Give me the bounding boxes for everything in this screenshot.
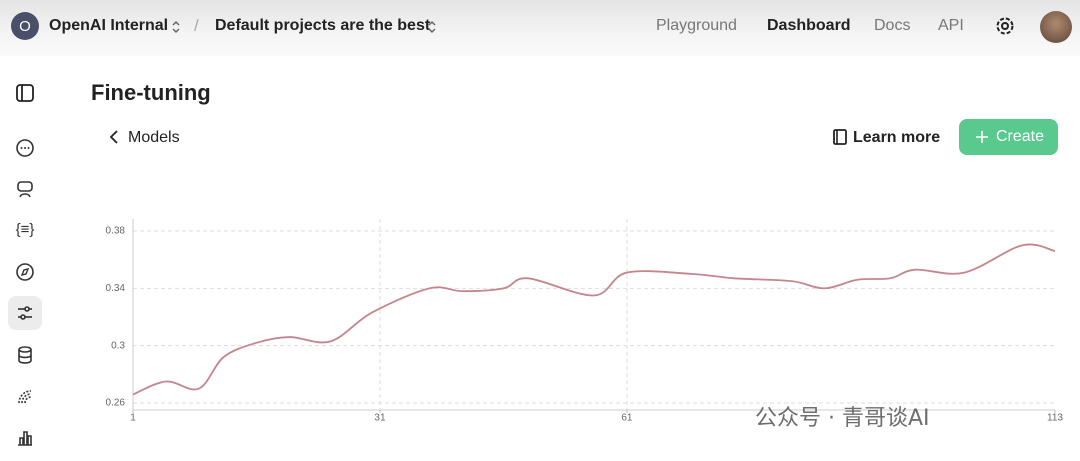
back-link[interactable]: Models bbox=[128, 129, 180, 146]
y-tick-label: 0.34 bbox=[106, 283, 126, 294]
y-tick-label: 0.26 bbox=[106, 398, 126, 409]
create-button[interactable] bbox=[959, 119, 1058, 155]
learn-more-button[interactable]: Learn more bbox=[853, 129, 941, 146]
functions-icon[interactable]: {≡} bbox=[8, 213, 42, 247]
audio-icon[interactable] bbox=[8, 380, 42, 414]
book-icon bbox=[833, 129, 847, 145]
y-tick-label: 0.38 bbox=[106, 226, 126, 237]
create-label[interactable]: Create bbox=[996, 128, 1045, 145]
x-tick-label: 61 bbox=[621, 413, 633, 424]
explore-icon[interactable] bbox=[8, 255, 42, 289]
user-avatar[interactable] bbox=[1040, 11, 1072, 43]
svg-text:{≡}: {≡} bbox=[16, 221, 35, 238]
nav-link[interactable]: Docs bbox=[874, 17, 911, 34]
back-icon[interactable] bbox=[108, 129, 120, 145]
chevron-icon bbox=[172, 20, 180, 34]
org-name[interactable]: OpenAI Internal bbox=[49, 17, 169, 34]
org-avatar[interactable]: O bbox=[11, 12, 39, 40]
plus-icon bbox=[976, 131, 988, 143]
x-tick-label: 1 bbox=[130, 413, 136, 424]
nav-link[interactable]: Playground bbox=[656, 17, 737, 34]
project-name[interactable]: Default projects are the best bbox=[215, 17, 431, 34]
sidebar-toggle[interactable] bbox=[15, 83, 35, 103]
watermark: 公众号 · 青哥谈AI bbox=[755, 406, 930, 431]
page-title: Fine-tuning bbox=[91, 80, 211, 105]
assistant-icon[interactable] bbox=[8, 172, 42, 206]
loss-line bbox=[132, 243, 1056, 396]
x-tick-label: 113 bbox=[1047, 413, 1063, 424]
x-tick-label: 31 bbox=[374, 413, 386, 424]
fine-tuning-icon[interactable] bbox=[8, 296, 42, 330]
storage-icon[interactable] bbox=[8, 338, 42, 372]
nav-link[interactable]: API bbox=[938, 17, 964, 34]
chevron-icon bbox=[428, 20, 436, 34]
nav-link[interactable]: Dashboard bbox=[767, 17, 851, 34]
chat-icon[interactable] bbox=[8, 131, 42, 165]
y-tick-label: 0.3 bbox=[111, 340, 125, 351]
top-bar bbox=[0, 0, 1080, 56]
settings-icon[interactable] bbox=[994, 15, 1016, 37]
separator: / bbox=[194, 16, 199, 35]
usage-icon[interactable] bbox=[8, 421, 42, 455]
